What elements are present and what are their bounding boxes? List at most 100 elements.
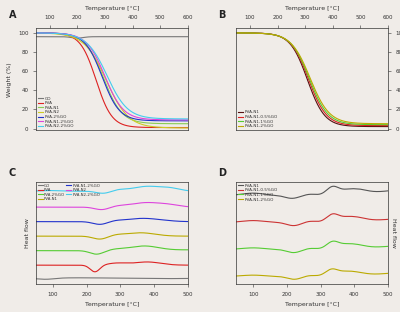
PVA-N1: [34, 31, 38, 35]
PVA-N1-1%GO: [332, 239, 336, 243]
GO: [95, 35, 100, 39]
Text: D: D: [218, 168, 226, 178]
PVA: [126, 261, 131, 265]
GO: [152, 35, 157, 39]
GO: [185, 276, 190, 280]
PVA-N2-2%GO: [165, 185, 170, 189]
PVA-N1-2%GO: [234, 274, 239, 278]
PVA-N1: [97, 237, 102, 241]
PVA-N1-2%GO: [386, 271, 390, 275]
PVA-N1-2%GO: [43, 220, 48, 223]
PVA-N1-2%GO: [49, 31, 54, 35]
PVA-N1: [43, 234, 48, 238]
PVA-N1-2%GO: [34, 220, 38, 223]
PVA-N2-2%GO: [34, 31, 38, 35]
PVA-N1-2%GO: [301, 60, 306, 64]
PVA: [43, 263, 48, 267]
PVA-N1-1%GO: [234, 31, 239, 35]
PVA-N1: [322, 190, 327, 194]
PVA: [165, 262, 170, 266]
PVA-N1-1%GO: [331, 239, 336, 243]
PVA-N1-0.5%GO: [295, 52, 300, 56]
PVA-N1-2%GO: [126, 217, 131, 221]
PVA-N2: [155, 125, 160, 129]
PVA-N1-2%GO: [295, 50, 300, 54]
Line: PVA-N1-0.5%GO: PVA-N1-0.5%GO: [236, 33, 388, 126]
GO: [100, 35, 105, 39]
Line: PVA-N2: PVA-N2: [36, 202, 188, 210]
Y-axis label: Weight (%): Weight (%): [7, 62, 12, 96]
Legend: GO, PVA, PVA-N1, PVA-N2, PVA-2%GO, PVA-N1-2%GO, PVA-N2-2%GO: GO, PVA, PVA-N1, PVA-N2, PVA-2%GO, PVA-N…: [38, 97, 74, 128]
PVA-N1-1%GO: [386, 123, 390, 127]
PVA-N1: [95, 61, 100, 65]
GO: [165, 277, 170, 280]
PVA-N1-2%GO: [34, 31, 38, 35]
PVA-N1-2%GO: [349, 269, 354, 273]
PVA-N2-2%GO: [149, 184, 154, 188]
PVA-N1-2%GO: [95, 57, 100, 61]
PVA-N1: [126, 232, 131, 236]
PVA-N1-1%GO: [301, 62, 306, 66]
PVA: [92, 270, 97, 274]
PVA-N1: [122, 232, 127, 236]
PVA-N2-2%GO: [34, 189, 38, 193]
PVA-N1: [138, 120, 142, 124]
PVA-N1: [365, 189, 370, 193]
PVA-N2: [165, 202, 170, 206]
Line: PVA-N1-2%GO: PVA-N1-2%GO: [236, 33, 388, 124]
PVA-N1-1%GO: [234, 247, 239, 251]
PVA-N1-2%GO: [331, 267, 336, 271]
Legend: PVA-N1, PVA-N1-0.5%GO, PVA-N1-1%GO, PVA-N1-2%GO: PVA-N1, PVA-N1-0.5%GO, PVA-N1-1%GO, PVA-…: [238, 184, 278, 202]
Y-axis label: Heat flow: Heat flow: [391, 218, 396, 248]
PVA-N2-2%GO: [152, 116, 157, 120]
PVA-N2: [152, 125, 157, 129]
PVA-2%GO: [149, 245, 154, 248]
PVA-N1-0.5%GO: [322, 217, 327, 221]
PVA: [145, 260, 150, 264]
PVA-N1-0.5%GO: [365, 217, 370, 221]
PVA-N2: [149, 201, 154, 204]
X-axis label: Temperature [°C]: Temperature [°C]: [85, 6, 139, 11]
PVA-N1: [386, 125, 390, 129]
Line: PVA: PVA: [36, 33, 188, 128]
PVA-N2-2%GO: [185, 117, 190, 121]
PVA-N1-0.5%GO: [331, 212, 336, 216]
PVA-N2-2%GO: [95, 55, 100, 59]
PVA-N1: [100, 75, 105, 78]
PVA-N2-2%GO: [43, 189, 48, 193]
PVA-N2-2%GO: [49, 32, 54, 35]
PVA-2%GO: [152, 119, 157, 123]
PVA-N1-0.5%GO: [326, 214, 331, 218]
PVA-N1: [130, 231, 135, 235]
PVA-2%GO: [185, 248, 190, 252]
PVA-N1-0.5%GO: [249, 31, 254, 35]
PVA-2%GO: [43, 249, 48, 252]
PVA: [130, 261, 135, 265]
Legend: GO, PVA, PVA-2%GO, PVA-N1, PVA-N1-2%GO, PVA-N2, PVA-N2-2%GO: GO, PVA, PVA-2%GO, PVA-N1, PVA-N1-2%GO, …: [38, 183, 100, 201]
PVA: [49, 31, 54, 35]
PVA-2%GO: [126, 246, 131, 250]
Line: PVA-N1-1%GO: PVA-N1-1%GO: [236, 33, 388, 125]
X-axis label: Temperature [°C]: Temperature [°C]: [85, 302, 139, 307]
GO: [149, 277, 154, 280]
PVA-N1: [149, 232, 154, 236]
PVA-N1-1%GO: [355, 122, 360, 126]
PVA: [34, 31, 38, 35]
PVA-N1-2%GO: [365, 272, 370, 275]
PVA-2%GO: [130, 245, 135, 249]
PVA-N1-0.5%GO: [331, 212, 336, 216]
PVA-N1-1%GO: [338, 120, 343, 124]
Line: PVA: PVA: [36, 262, 188, 272]
PVA: [149, 260, 154, 264]
PVA-N1-0.5%GO: [234, 220, 239, 224]
PVA-N1-0.5%GO: [386, 217, 390, 221]
PVA-N1-2%GO: [155, 118, 160, 121]
GO: [131, 276, 136, 280]
PVA-N1-1%GO: [386, 245, 390, 248]
PVA-N1-1%GO: [365, 244, 370, 248]
PVA-N1-2%GO: [386, 122, 390, 125]
PVA-N1: [331, 184, 336, 188]
PVA-N1: [355, 124, 360, 128]
PVA-2%GO: [138, 118, 142, 122]
GO: [34, 277, 38, 281]
